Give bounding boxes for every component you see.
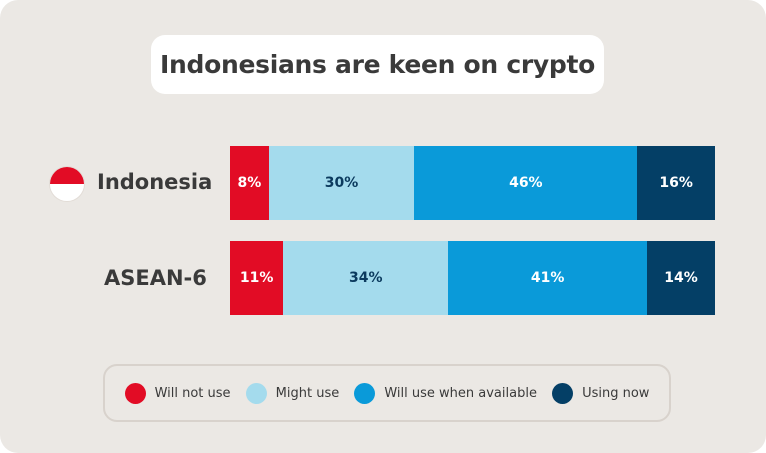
legend-swatch-icon (354, 382, 376, 404)
legend-swatch-icon (245, 382, 267, 404)
chart-title: Indonesians are keen on crypto (160, 50, 595, 79)
row-label-indonesia: Indonesia (97, 170, 213, 194)
legend: Will not use Might use Will use when avail… (103, 364, 671, 422)
legend-label: Will not use (154, 385, 231, 401)
legend-item-using-now: Using now (552, 382, 650, 404)
bar-segment-indonesia-will-not-use: 8% (230, 146, 269, 220)
data-label: 8% (237, 175, 262, 191)
legend-swatch-icon (552, 382, 574, 404)
bar-segment-asean-6-might-use: 34% (283, 241, 449, 315)
data-label: 11% (239, 270, 274, 286)
data-label: 16% (659, 175, 693, 191)
bar-segment-asean-6-will-use-when-available: 41% (448, 241, 648, 315)
legend-label: Will use when available (384, 385, 537, 401)
legend-label: Using now (582, 385, 650, 401)
title-pill: Indonesians are keen on crypto (151, 35, 604, 94)
bar-segment-asean-6-will-not-use: 11% (230, 241, 284, 315)
data-label: 34% (349, 270, 383, 286)
row-label-asean-6: ASEAN-6 (104, 266, 207, 290)
bar-segment-indonesia-using-now: 16% (637, 146, 715, 220)
indonesia-flag-icon (50, 167, 84, 201)
legend-item-will-use-when-available: Will use when available (354, 382, 537, 404)
bar-row-indonesia: 8% 30% 46% 16% (230, 146, 715, 220)
legend-item-might-use: Might use (245, 382, 340, 404)
legend-item-will-not-use: Will not use (124, 382, 231, 404)
bar-segment-asean-6-using-now: 14% (647, 241, 715, 315)
legend-label: Might use (275, 385, 340, 401)
bar-segment-indonesia-will-use-when-available: 46% (414, 146, 638, 220)
legend-swatch-icon (124, 382, 146, 404)
data-label: 30% (324, 175, 359, 191)
bar-segment-indonesia-might-use: 30% (268, 146, 415, 220)
data-label: 14% (664, 270, 698, 286)
bar-row-asean-6: 11% 34% 41% 14% (230, 241, 715, 315)
data-label: 46% (509, 175, 543, 191)
data-label: 41% (530, 270, 565, 286)
